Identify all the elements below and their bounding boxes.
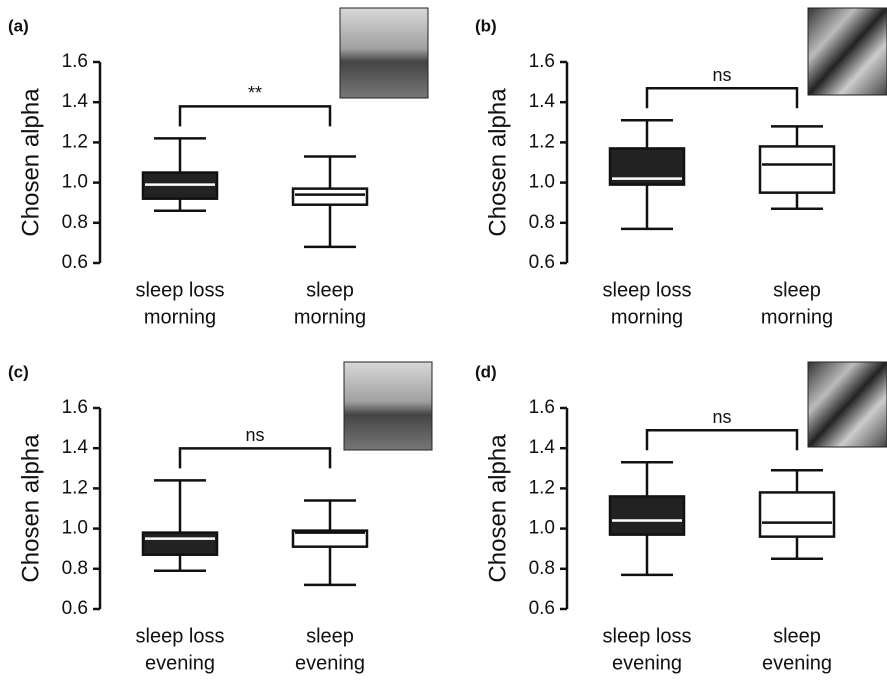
y-axis-label: Chosen alpha (484, 434, 511, 583)
significance-bracket (178, 447, 332, 469)
x-tick-label: evening (145, 652, 215, 674)
y-tick-label: 0.6 (529, 598, 555, 619)
box (758, 145, 836, 194)
x-tick-label: sleep loss (603, 279, 692, 301)
x-tick-label: morning (294, 306, 366, 328)
y-tick-label: 0.6 (62, 252, 88, 273)
box (758, 491, 836, 538)
significance-label: ** (248, 83, 262, 103)
thumbnail (343, 361, 433, 451)
y-tick-label: 1.4 (529, 91, 556, 112)
box (291, 187, 369, 206)
y-tick-label: 0.8 (62, 212, 88, 233)
y-tick-label: 1.0 (62, 172, 88, 193)
y-tick-label: 1.6 (62, 51, 88, 72)
x-tick-label: evening (612, 652, 682, 674)
y-tick-label: 0.6 (62, 598, 88, 619)
y-tick-label: 1.4 (62, 91, 89, 112)
x-tick-label: sleep (773, 279, 821, 301)
y-tick-label: 1.0 (529, 518, 555, 539)
significance-label: ns (712, 65, 731, 85)
thumbnail (339, 7, 429, 99)
y-tick-label: 1.4 (529, 437, 556, 458)
box (141, 531, 219, 556)
x-tick-label: sleep loss (136, 625, 225, 647)
panel-label: (d) (475, 362, 497, 381)
y-axis-label: Chosen alpha (484, 88, 511, 237)
significance-label: ns (245, 425, 264, 445)
x-tick-label: sleep (773, 625, 821, 647)
thumbnail (807, 7, 887, 96)
x-tick-label: morning (611, 306, 683, 328)
x-tick-label: morning (144, 306, 216, 328)
panel-label: (c) (8, 362, 29, 381)
x-tick-label: sleep loss (136, 279, 225, 301)
y-tick-label: 1.6 (62, 397, 88, 418)
significance-label: ns (712, 407, 731, 427)
x-tick-label: sleep (306, 625, 354, 647)
x-tick-label: evening (295, 652, 365, 674)
y-tick-label: 0.6 (529, 252, 555, 273)
y-axis-label: Chosen alpha (17, 88, 44, 237)
thumbnail (807, 361, 887, 448)
y-tick-label: 1.2 (62, 131, 88, 152)
significance-bracket (645, 87, 799, 109)
panel-label: (b) (475, 16, 497, 35)
y-tick-label: 1.2 (62, 477, 88, 498)
y-tick-label: 1.0 (529, 172, 555, 193)
y-tick-label: 0.8 (529, 558, 555, 579)
y-tick-label: 1.4 (62, 437, 89, 458)
box (608, 495, 686, 536)
y-tick-label: 1.0 (62, 518, 88, 539)
panel-label: (a) (8, 16, 29, 35)
significance-bracket (178, 105, 332, 127)
y-tick-label: 1.2 (529, 131, 555, 152)
x-tick-label: morning (761, 306, 833, 328)
y-axis-label: Chosen alpha (17, 434, 44, 583)
box (291, 529, 369, 548)
y-tick-label: 1.6 (529, 51, 555, 72)
significance-bracket (645, 429, 799, 451)
y-tick-label: 0.8 (62, 558, 88, 579)
y-tick-label: 0.8 (529, 212, 555, 233)
x-tick-label: sleep loss (603, 625, 692, 647)
x-tick-label: evening (762, 652, 832, 674)
y-tick-label: 1.2 (529, 477, 555, 498)
y-tick-label: 1.6 (529, 397, 555, 418)
x-tick-label: sleep (306, 279, 354, 301)
